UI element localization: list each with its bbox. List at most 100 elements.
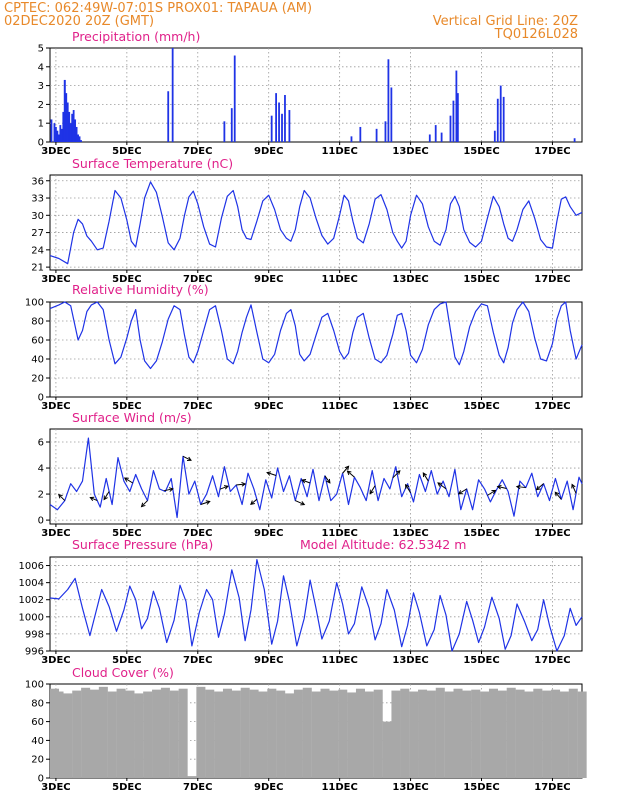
precip-bar [223,121,226,142]
wind-vector-head [168,487,174,492]
pressure-ytick-label: 1002 [19,595,44,606]
precip-bar [60,128,63,142]
precip-ytick-label: 0 [38,138,44,149]
wind-vector-head [496,484,502,490]
pressure-panel: 996 998 1000 1002 1004 1006 3DEC 5DEC 7DEC 9DEC 11… [19,556,583,666]
wind-vector [236,483,246,486]
cloud-bar [444,691,454,778]
wind-vector-head [123,477,129,482]
wind-vector-head [89,496,95,502]
precip-bar [75,126,78,142]
wind-vector-head [266,471,272,476]
cloud-bar [81,687,91,778]
precip-xtick-label: 5DEC [112,146,141,157]
header-location: CPTEC: 062:49W-07:01S PROX01: TAPAUA (AM… [4,1,312,16]
cloud-xtick-label: 9DEC [254,782,283,793]
pressure-ytick-label: 996 [25,647,44,658]
precip-xtick-label: 7DEC [183,146,212,157]
precip-xtick-label: 17DEC [534,146,570,157]
wind-vector-head [140,502,146,508]
wind-vector [163,488,173,492]
wind-vector-head [223,485,229,490]
pressure-ytick-label: 1000 [19,612,44,623]
cloud-bar [355,688,365,778]
wind-vector [516,486,526,489]
precip-bar [62,111,65,142]
precip-bar [449,115,452,142]
pressure-xtick-label: 5DEC [112,655,141,666]
temp-frame [49,174,583,271]
cloud-bar [258,691,268,778]
wind-vector-head [535,485,541,491]
precip-bar [72,110,75,142]
wind-vector [250,498,258,505]
cloud-bar [524,691,534,778]
pressure-line [49,559,583,652]
humidity-panel: 0 20 40 60 80 100 3DEC 5DEC 7DEC 9DEC 11DEC 13DEC 15… [25,298,583,412]
cloud-xtick-label: 11DEC [321,782,357,793]
humidity-ytick-label: 100 [25,298,44,309]
cloud-bar [497,690,507,778]
pressure-ytick-label: 1006 [19,561,44,572]
wind-vector-head [515,484,521,490]
pressure-frame [49,556,583,652]
humidity-xtick-label: 3DEC [41,401,70,412]
pressure-ytick-label: 998 [25,629,44,640]
precip-panel: 0 1 2 3 4 5 3DEC 5DEC 7DEC 9DEC 11DEC 13DEC 15DEC 17D… [38,44,583,157]
wind-vector [200,501,210,505]
cloud-bar [506,687,516,778]
wind-vector [103,491,110,500]
wind-xtick-label: 9DEC [254,528,283,539]
wind-vector [295,500,305,506]
wind-vector [571,484,577,494]
wind-ytick-label: 6 [38,438,44,449]
humidity-line [49,301,583,370]
wind-vector-head [437,482,443,487]
wind-vector-head [301,478,307,484]
wind-xtick-label: 5DEC [112,528,141,539]
pressure-xtick-label: 11DEC [321,655,357,666]
precip-bar [573,138,576,142]
wind-vector-head [241,481,247,487]
temp-ytick-label: 24 [31,245,44,256]
cloud-panel-title: Cloud Cover (%) [72,665,174,680]
precip-bar [428,134,431,142]
cloud-bar [276,690,286,778]
wind-vector [422,472,429,482]
cloud-xtick-label: 5DEC [112,782,141,793]
wind-vector-head [571,483,576,489]
temp-xtick-label: 3DEC [41,274,70,285]
precip-bar [50,119,53,142]
precip-ytick-label: 3 [38,81,44,92]
precip-bar [390,87,393,142]
precip-bar [74,119,77,142]
cloud-bar [364,691,374,778]
cloud-ytick-label: 60 [31,717,44,728]
cloud-bar [426,690,436,778]
precip-bar [455,70,458,142]
wind-vector-head [326,478,331,484]
precip-bar [499,85,502,142]
cloud-bar [134,693,144,778]
wind-vector [90,497,98,502]
precip-bar [288,110,291,142]
cloud-xtick-label: 15DEC [463,782,499,793]
cloud-ytick-label: 40 [31,736,44,747]
temp-panel: 21 24 27 30 33 36 3DEC 5DEC 7DEC 9DEC 11DEC 13DEC 15… [31,174,583,285]
wind-vector [405,484,412,494]
cloud-bar [222,688,232,778]
precip-bar [66,102,69,142]
temp-xtick-label: 7DEC [183,274,212,285]
cloud-bar [391,690,401,778]
precip-ytick-label: 4 [38,62,44,73]
cloud-bar [98,686,108,778]
precip-xtick-label: 13DEC [392,146,428,157]
cloud-bar [293,689,303,778]
precip-panel-title: Precipitation (mm/h) [72,29,200,44]
cloud-bar [143,691,153,778]
precip-bar [452,100,455,142]
cloud-bar [400,688,410,778]
precip-bar [69,123,72,142]
wind-vector-head [186,456,192,461]
humidity-xtick-label: 5DEC [112,401,141,412]
